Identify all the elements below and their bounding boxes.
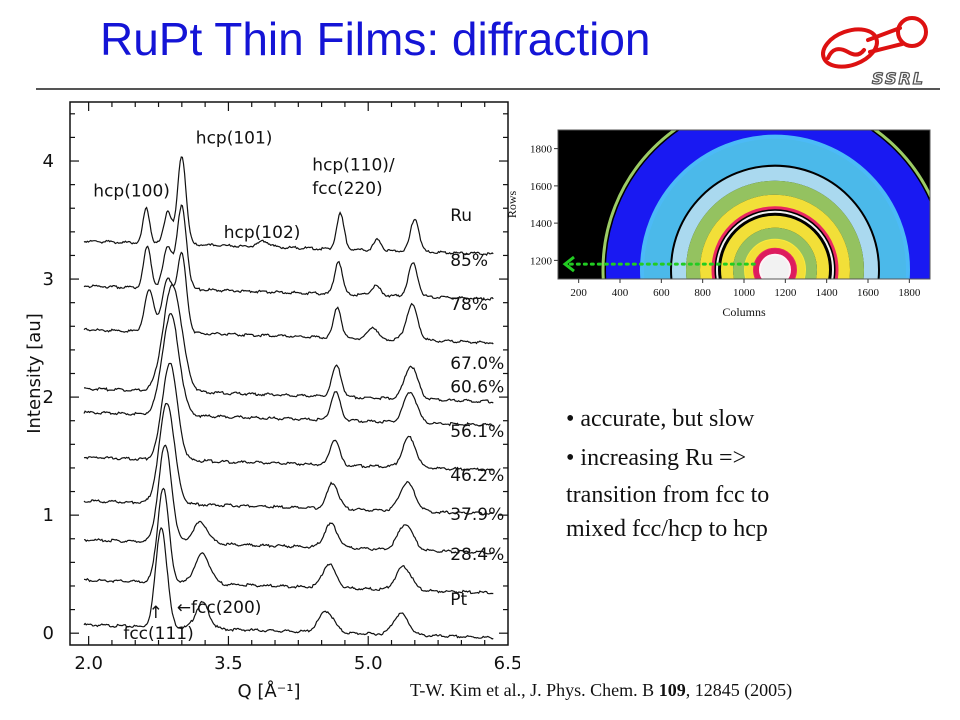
title-divider <box>36 88 940 90</box>
y-tick-label: 1400 <box>530 218 553 230</box>
bullet-item: • accurate, but slow <box>566 406 755 432</box>
diffraction-ring <box>733 227 817 279</box>
y-axis-label: Rows <box>505 191 519 219</box>
y-tick-label: 2 <box>43 387 54 408</box>
peak-annotation: fcc(111) <box>123 624 193 644</box>
detector-image: 200 400 600 800 1000 1200 1400 1600 1800 1200 1400… <box>505 129 931 319</box>
peak-annotation: hcp(102) <box>224 223 301 243</box>
x-tick-label: 200 <box>570 287 587 299</box>
citation-volume: 109 <box>658 680 686 700</box>
detector-shadow <box>558 130 613 185</box>
citation-suffix: , 12845 (2005) <box>685 680 793 700</box>
diffraction-curve <box>83 313 494 427</box>
detector-heatmap <box>558 130 930 279</box>
diffraction-ring <box>640 134 910 279</box>
diffraction-ring <box>753 247 797 279</box>
y-tick-label: 1600 <box>530 181 553 193</box>
x-tick-label: 1800 <box>898 287 921 299</box>
x-tick-label: 5.0 <box>354 653 383 674</box>
diffraction-curve <box>83 362 494 472</box>
diffraction-ring <box>672 166 878 279</box>
diffraction-ring <box>700 194 850 279</box>
composition-label: 46.2% <box>450 466 504 486</box>
slide-title: RuPt Thin Films: diffraction <box>100 13 651 65</box>
x-tick-label: 400 <box>612 287 629 299</box>
y-tick-label: 0 <box>43 623 54 644</box>
x-tick-label: 3.5 <box>214 653 243 674</box>
composition-label: 60.6% <box>450 377 504 397</box>
y-axis-label: Intensity [au] <box>24 313 45 434</box>
x-tick-label: 6.5 <box>494 653 520 674</box>
y-tick-label: 1200 <box>530 255 553 267</box>
x-tick-label: 1600 <box>857 287 880 299</box>
composition-label: Ru <box>450 206 472 226</box>
diffraction-curves <box>83 156 494 640</box>
ssrl-logo: SSRL <box>821 16 928 89</box>
composition-label: 28.4% <box>450 545 504 565</box>
bullet-list: • accurate, but slow • increasing Ru => … <box>566 402 926 548</box>
peak-annotation: hcp(101) <box>196 128 273 148</box>
diffraction-ring <box>744 238 806 279</box>
x-tick-label: 2.0 <box>74 653 103 674</box>
composition-label: 78% <box>450 295 488 315</box>
diffraction-curve <box>83 402 494 516</box>
diffraction-ring <box>721 215 829 279</box>
diffraction-curve <box>83 204 494 301</box>
composition-label: 37.9% <box>450 505 504 525</box>
composition-label: 67.0% <box>450 354 504 374</box>
diffraction-curve <box>83 487 494 595</box>
diffraction-curve <box>83 526 494 640</box>
profile-arrow-head <box>562 255 575 273</box>
diffraction-ring <box>716 210 834 279</box>
diffraction-ring <box>686 180 864 279</box>
x-tick-label: 1200 <box>774 287 797 299</box>
citation-prefix: T-W. Kim et al., J. Phys. Chem. B <box>410 680 659 700</box>
y-tick-label: 4 <box>43 151 54 172</box>
y-tick-label: 1 <box>43 505 54 526</box>
composition-label: Pt <box>450 590 467 610</box>
diffraction-ring <box>759 253 791 279</box>
y-tick-label: 3 <box>43 269 54 290</box>
diffraction-curve <box>84 444 494 555</box>
plot-axes: 0 1 2 3 4 2.0 3.5 5.0 6.5 Q [Å⁻¹] Intensity [au] <box>24 101 520 702</box>
diffraction-ring <box>606 130 930 279</box>
diffraction-ring <box>601 130 930 279</box>
ssrl-logo-text: SSRL <box>872 69 925 88</box>
peak-annotation: ↑ <box>149 603 163 623</box>
diffraction-ring <box>711 206 839 279</box>
bullet-item: • increasing Ru => <box>566 444 747 471</box>
x-tick-label: 600 <box>653 287 670 299</box>
citation: T-W. Kim et al., J. Phys. Chem. B 109, 1… <box>410 680 792 701</box>
x-axis-label: Q [Å⁻¹] <box>238 680 301 702</box>
peak-annotation: fcc(220) <box>312 179 382 199</box>
bullet-continuation: mixed fcc/hcp to hcp <box>566 515 768 542</box>
x-axis-label: Columns <box>722 305 766 319</box>
peak-annotation: ←fcc(200) <box>177 598 262 618</box>
x-tick-label: 800 <box>694 287 711 299</box>
y-tick-label: 1800 <box>530 144 553 156</box>
curve-labels: Pt 28.4% 37.9% 46.2% 56.1% 60.6% 67.0% 78% 85% Ru… <box>93 128 504 644</box>
peak-annotation: hcp(100) <box>93 181 170 201</box>
composition-label: 56.1% <box>450 422 504 442</box>
bullet-continuation: transition from fcc to <box>566 481 770 508</box>
x-tick-label: 1400 <box>816 287 839 299</box>
peak-annotation: hcp(110)/ <box>312 155 395 175</box>
x-tick-label: 1000 <box>733 287 756 299</box>
diffraction-plot: 0 1 2 3 4 2.0 3.5 5.0 6.5 Q [Å⁻¹] Intensity [au] P… <box>24 101 520 702</box>
diffraction-curve <box>83 156 494 257</box>
diffraction-curve <box>84 283 494 404</box>
diffraction-curve <box>83 251 494 345</box>
composition-label: 85% <box>450 251 488 271</box>
